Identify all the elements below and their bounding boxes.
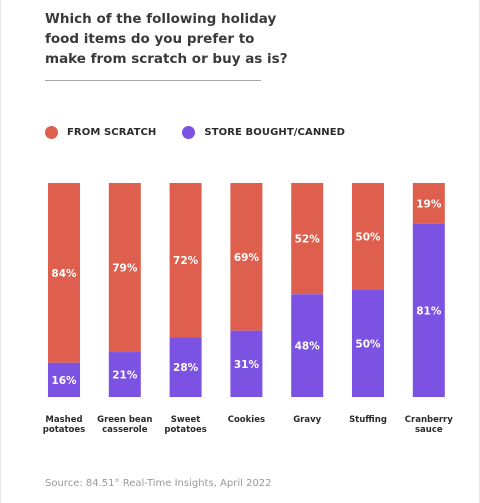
bar-from-scratch	[108, 183, 141, 353]
data-label-store-bought: 16%	[51, 375, 77, 387]
data-label-store-bought: 81%	[416, 305, 442, 317]
bar-store-bought	[108, 352, 141, 397]
category-label: Stuffing	[349, 415, 387, 425]
bar-group: 50% 50% Stuffing	[349, 183, 387, 425]
source-note: Source: 84.51° Real-Time Insights, April…	[45, 478, 272, 489]
bar-from-scratch	[352, 183, 384, 290]
data-label-from-scratch: 19%	[416, 198, 442, 210]
data-label-store-bought: 28%	[173, 362, 199, 374]
stacked-bar-chart: 84% 16% Mashed potatoes 79% 21% Green bean cass…	[43, 183, 453, 435]
data-label-store-bought: 48%	[295, 341, 321, 353]
bar-from-scratch	[169, 183, 202, 338]
data-label-from-scratch: 50%	[355, 232, 381, 244]
data-label-from-scratch: 79%	[112, 263, 138, 275]
category-label: Mashed potatoes	[43, 415, 85, 435]
category-label: Gravy	[293, 415, 321, 425]
bar-group: 72% 28% Sweet potatoes	[164, 183, 207, 435]
legend-label-scratch: FROM SCRATCH	[67, 127, 157, 138]
data-label-from-scratch: 72%	[173, 255, 199, 267]
category-label: Green bean casserole	[97, 415, 152, 435]
bar-group: 79% 21% Green bean casserole	[97, 183, 152, 435]
legend: FROM SCRATCH STORE BOUGHT/CANNED	[45, 126, 371, 139]
bar-from-scratch	[291, 183, 324, 295]
bar-group: 19% 81% Cranberry sauce	[405, 183, 453, 435]
data-label-from-scratch: 84%	[51, 268, 77, 280]
legend-item-scratch: FROM SCRATCH	[45, 126, 156, 139]
bar-from-scratch	[230, 183, 263, 331]
data-label-store-bought: 50%	[355, 339, 381, 351]
category-label: Sweet potatoes	[164, 415, 206, 435]
category-label: Cookies	[228, 415, 265, 425]
bar-store-bought	[169, 337, 202, 397]
legend-label-store: STORE BOUGHT/CANNED	[204, 127, 346, 138]
data-label-store-bought: 21%	[112, 370, 138, 382]
bar-store-bought	[48, 362, 80, 397]
legend-swatch-store	[182, 126, 196, 139]
bar-group: 52% 48% Gravy	[291, 183, 324, 425]
bar-store-bought	[412, 223, 445, 397]
bar-from-scratch	[412, 183, 445, 224]
legend-item-store: STORE BOUGHT/CANNED	[182, 126, 345, 139]
data-label-from-scratch: 52%	[295, 234, 321, 246]
category-label: Cranberry sauce	[405, 415, 453, 435]
chart-title: Which of the following holiday food item…	[45, 11, 288, 67]
bar-group: 84% 16% Mashed potatoes	[43, 183, 85, 435]
bar-store-bought	[352, 290, 384, 397]
bar-store-bought	[291, 294, 324, 397]
bar-group: 69% 31% Cookies	[228, 183, 265, 425]
bar-from-scratch	[48, 183, 80, 363]
legend-swatch-scratch	[45, 126, 58, 139]
data-label-store-bought: 31%	[234, 359, 260, 371]
title-divider	[45, 80, 261, 81]
bar-store-bought	[230, 330, 263, 397]
data-label-from-scratch: 69%	[234, 252, 260, 264]
